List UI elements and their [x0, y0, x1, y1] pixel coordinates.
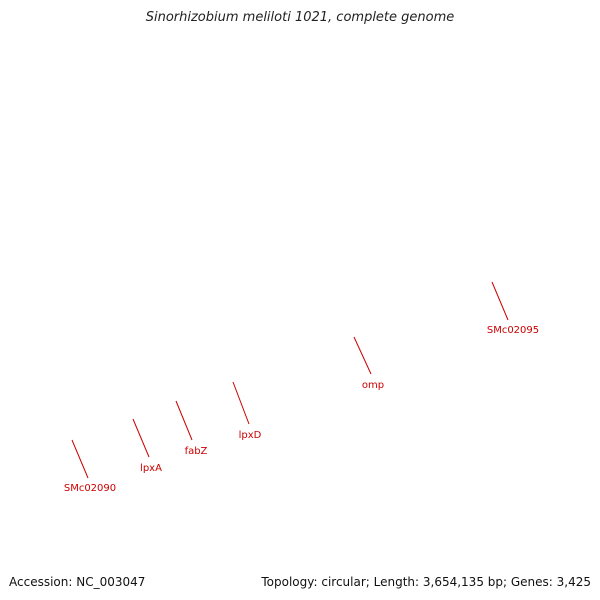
- gene-label-smc02095[interactable]: SMc02095: [487, 281, 539, 336]
- gene-name: SMc02090: [64, 483, 116, 494]
- gene-name: lpxD: [239, 430, 262, 441]
- gene-label-lpxa[interactable]: lpxA: [132, 418, 162, 474]
- map-title: Sinorhizobium meliloti 1021, complete ge…: [145, 10, 455, 25]
- gene-label-fabz[interactable]: fabZ: [175, 400, 208, 457]
- gene-label-smc02090[interactable]: SMc02090: [64, 439, 116, 494]
- gene-name: omp: [362, 380, 384, 391]
- gene-labels: SMc02095 omp lpxD fabZ lpxA SMc02090: [64, 281, 539, 494]
- gene-name: fabZ: [185, 446, 208, 457]
- accession-text: Accession: NC_003047: [9, 575, 146, 589]
- topology-text: Topology: circular; Length: 3,654,135 bp…: [261, 575, 591, 589]
- gene-name: lpxA: [140, 463, 162, 474]
- gene-name: SMc02095: [487, 325, 539, 336]
- gene-label-omp[interactable]: omp: [353, 336, 384, 391]
- gene-label-lpxd[interactable]: lpxD: [232, 381, 262, 441]
